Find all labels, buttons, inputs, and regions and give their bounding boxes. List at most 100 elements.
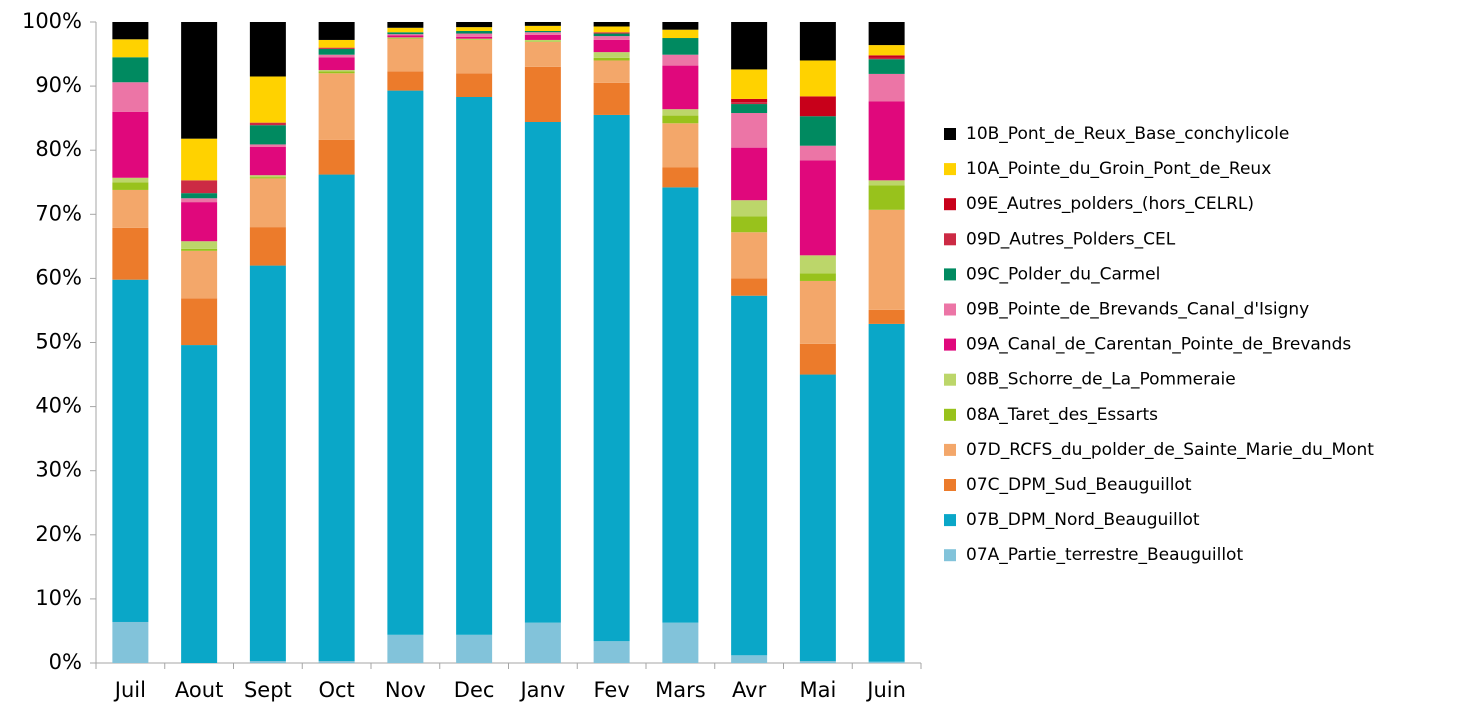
bar-segment: [593, 82, 630, 115]
bar-segment: [318, 48, 355, 55]
legend-label: 07B_DPM_Nord_Beauguillot: [966, 510, 1200, 530]
bar-segment: [662, 65, 699, 110]
bar-segment: [799, 96, 836, 117]
legend-label: 09B_Pointe_de_Brevands_Canal_d'Isigny: [966, 300, 1309, 320]
bar-segment: [593, 52, 630, 58]
y-tick-label: 60%: [35, 265, 82, 289]
bar-segment: [181, 241, 218, 249]
bar-segment: [249, 175, 286, 178]
x-tick-label: Mars: [655, 678, 706, 702]
bar-segment: [318, 22, 355, 40]
bar-segment: [662, 54, 699, 66]
bar-segment: [112, 189, 149, 228]
legend-swatch: [944, 338, 956, 351]
bar-segment: [249, 146, 286, 176]
bar-segment: [868, 180, 905, 186]
x-tick-label: Oct: [318, 678, 354, 702]
bar-segment: [799, 160, 836, 256]
bar-segment: [318, 54, 355, 58]
bar-segment: [731, 98, 768, 103]
bar-segment: [456, 634, 493, 663]
bar-segment: [387, 90, 424, 635]
bar-segment: [868, 101, 905, 181]
bar-segment: [456, 39, 493, 74]
bar-segment: [799, 374, 836, 662]
bar-segment: [112, 111, 149, 178]
bar-segment: [456, 27, 493, 31]
bar-segment: [249, 76, 286, 123]
bar-segment: [731, 69, 768, 99]
legend-label: 09E_Autres_polders_(hors_CELRL): [966, 194, 1254, 214]
x-tick-label: Sept: [244, 678, 292, 702]
bar-segment: [456, 38, 493, 40]
bar-segment: [593, 57, 630, 61]
y-tick-label: 30%: [35, 458, 82, 482]
bar-segment: [181, 250, 218, 299]
bar-segment: [112, 177, 149, 183]
bar-segment: [318, 57, 355, 71]
legend-swatch: [944, 198, 956, 211]
bar-segment: [318, 47, 355, 49]
bar-segment: [524, 22, 561, 26]
x-tick-label: Juin: [865, 678, 906, 702]
bar-segment: [318, 70, 355, 72]
bar-segment: [731, 216, 768, 233]
bar-segment: [387, 71, 424, 91]
bar-segment: [868, 209, 905, 310]
x-tick-label: Avr: [732, 678, 767, 702]
legend-label: 07C_DPM_Sud_Beauguillot: [966, 475, 1192, 495]
bar-segment: [318, 73, 355, 140]
bar-segment: [662, 38, 699, 55]
bar-segment: [181, 193, 218, 199]
bar-segment: [662, 22, 699, 30]
legend-label: 08A_Taret_des_Essarts: [966, 405, 1158, 425]
bar-segment: [249, 178, 286, 228]
bar-segment: [593, 641, 630, 663]
bar-segment: [318, 174, 355, 662]
bar-segment: [799, 145, 836, 161]
bar-segment: [662, 187, 699, 623]
bar-segment: [249, 177, 286, 179]
bar-segment: [662, 622, 699, 663]
bar-segment: [662, 29, 699, 39]
bar-segment: [868, 22, 905, 46]
bar-segment: [181, 198, 218, 203]
legend-label: 08B_Schorre_de_La_Pommeraie: [966, 370, 1236, 390]
bar-segment: [318, 139, 355, 175]
bar-segment: [662, 167, 699, 188]
bar-segment: [112, 279, 149, 622]
bar-segment: [593, 36, 630, 40]
legend-swatch: [944, 479, 956, 491]
bar-segment: [387, 22, 424, 28]
x-tick-label: Aout: [175, 678, 223, 702]
bar-segment: [593, 114, 630, 642]
bar-segment: [249, 122, 286, 126]
bar-segment: [731, 104, 768, 114]
bar-segment: [868, 73, 905, 102]
legend-swatch: [944, 128, 956, 140]
bar-segment: [799, 273, 836, 281]
legend-label: 09C_Polder_du_Carmel: [966, 264, 1160, 284]
bar-segment: [318, 661, 355, 663]
bar-segment: [524, 121, 561, 623]
bar-segment: [524, 39, 561, 42]
bar-segment: [387, 34, 424, 36]
bar-segment: [731, 295, 768, 656]
bar-segment: [662, 123, 699, 168]
legend-swatch: [944, 233, 956, 246]
bar-segment: [387, 27, 424, 33]
bar-segment: [868, 45, 905, 56]
legend-label: 10A_Pointe_du_Groin_Pont_de_Reux: [966, 159, 1271, 179]
bar-segment: [524, 622, 561, 663]
legend-swatch: [944, 373, 956, 386]
bar-segment: [181, 298, 218, 346]
bar-segment: [456, 73, 493, 97]
bar-segment: [387, 38, 424, 72]
bar-segment: [181, 180, 218, 194]
x-tick-label: Juil: [113, 678, 146, 702]
x-tick-label: Nov: [385, 678, 426, 702]
bar-segment: [249, 227, 286, 266]
bar-segment: [731, 200, 768, 217]
bar-segment: [456, 33, 493, 37]
bar-segment: [799, 255, 836, 274]
